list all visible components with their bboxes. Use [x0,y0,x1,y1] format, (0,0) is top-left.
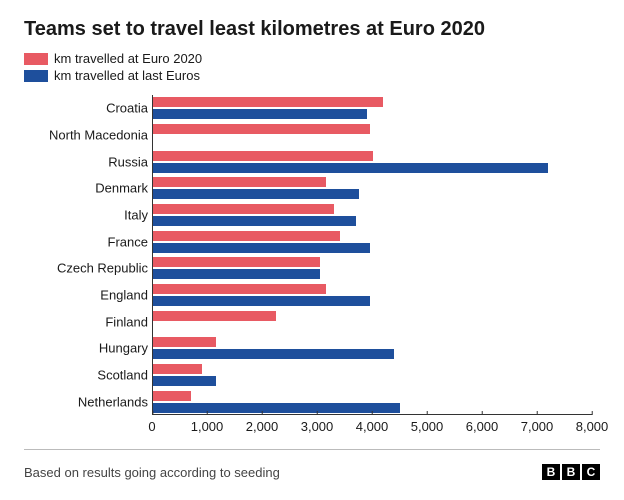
y-label: Finland [24,314,148,329]
x-tick: 5,000 [411,415,444,434]
x-tick: 2,000 [246,415,279,434]
x-tick: 6,000 [466,415,499,434]
y-label: France [24,234,148,249]
bar-euro2020 [153,257,320,267]
bar-euro2020 [153,231,340,241]
y-label: Hungary [24,341,148,356]
x-tick: 1,000 [191,415,224,434]
plot-area [152,95,592,415]
legend-label-1: km travelled at Euro 2020 [54,51,202,66]
y-label: Italy [24,208,148,223]
bar-last_euros [153,403,400,413]
x-tick: 3,000 [301,415,334,434]
footer: Based on results going according to seed… [24,458,600,480]
bar-euro2020 [153,311,276,321]
legend-item-1: km travelled at Euro 2020 [24,51,600,66]
bar-last_euros [153,349,394,359]
footer-separator [24,449,600,450]
bar-last_euros [153,296,370,306]
x-tick: 0 [148,415,155,434]
y-label: Russia [24,154,148,169]
bar-euro2020 [153,284,326,294]
bar-last_euros [153,109,367,119]
bbc-c: C [582,464,600,480]
legend-label-2: km travelled at last Euros [54,68,200,83]
y-label: Denmark [24,181,148,196]
bar-euro2020 [153,391,191,401]
bar-last_euros [153,376,216,386]
chart-title: Teams set to travel least kilometres at … [24,18,600,41]
bar-euro2020 [153,177,326,187]
footer-note: Based on results going according to seed… [24,465,280,480]
chart-area: Croatia North Macedonia Russia Denmark Italy… [24,95,600,415]
bbc-b2: B [562,464,580,480]
x-axis-ticks: 01,0002,0003,0004,0005,0006,0007,0008,00… [152,415,592,441]
bar-last_euros [153,243,370,253]
legend-item-2: km travelled at last Euros [24,68,600,83]
y-label: Netherlands [24,394,148,409]
bar-euro2020 [153,364,202,374]
chart-container: Teams set to travel least kilometres at … [0,0,624,500]
y-label: North Macedonia [24,128,148,143]
x-tick: 4,000 [356,415,389,434]
x-tick: 7,000 [521,415,554,434]
bar-euro2020 [153,337,216,347]
bar-euro2020 [153,97,383,107]
bar-euro2020 [153,151,373,161]
bar-last_euros [153,216,356,226]
y-label: Scotland [24,368,148,383]
bar-last_euros [153,163,548,173]
bar-euro2020 [153,204,334,214]
bbc-b1: B [542,464,560,480]
legend: km travelled at Euro 2020 km travelled a… [24,51,600,83]
bar-euro2020 [153,124,370,134]
x-tick: 8,000 [576,415,609,434]
legend-swatch-1 [24,53,48,65]
y-axis-labels: Croatia North Macedonia Russia Denmark Italy… [24,95,152,415]
legend-swatch-2 [24,70,48,82]
bbc-logo: B B C [542,464,600,480]
bar-last_euros [153,269,320,279]
y-label: Croatia [24,101,148,116]
y-label: England [24,288,148,303]
y-label: Czech Republic [24,261,148,276]
bar-last_euros [153,189,359,199]
